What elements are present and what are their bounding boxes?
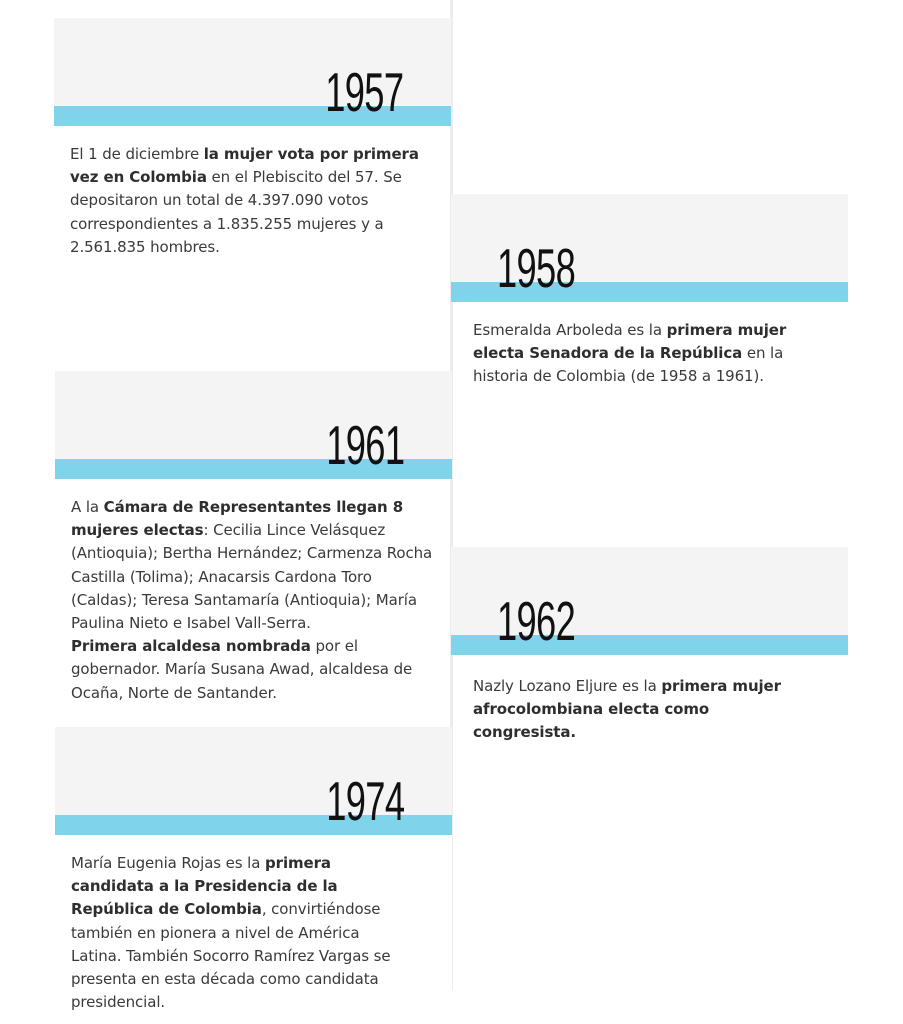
event-header: 1958 bbox=[451, 194, 848, 296]
text: Nazly Lozano Eljure es la bbox=[473, 677, 662, 695]
highlight: primera candidata a la Presidencia de la… bbox=[71, 854, 338, 919]
highlight: la mujer vota por primera vez en Colombi… bbox=[70, 145, 419, 187]
text: Esmeralda Arboleda es la bbox=[473, 321, 667, 339]
text: , convirtiéndose también en pionera a ni… bbox=[71, 900, 391, 1012]
timeline-event-1974: 1974 María Eugenia Rojas es la primera c… bbox=[55, 727, 452, 1015]
event-year: 1962 bbox=[497, 590, 576, 652]
event-year: 1958 bbox=[497, 237, 576, 299]
event-header: 1961 bbox=[55, 371, 452, 473]
timeline-event-1958: 1958 Esmeralda Arboleda es la primera mu… bbox=[451, 194, 848, 389]
accent-bar bbox=[451, 282, 848, 302]
accent-bar bbox=[55, 815, 452, 835]
event-header: 1962 bbox=[451, 547, 848, 649]
event-description: El 1 de diciembre la mujer vota por prim… bbox=[54, 126, 451, 259]
text: A la bbox=[71, 498, 104, 516]
event-description: Esmeralda Arboleda es la primera mujer e… bbox=[451, 302, 848, 389]
text: : Cecilia Lince Velásquez (Antioquia); B… bbox=[71, 521, 433, 633]
event-description: Nazly Lozano Eljure es la primera mujer … bbox=[451, 655, 848, 745]
event-header: 1957 bbox=[54, 18, 451, 120]
event-description: A la Cámara de Representantes llegan 8 m… bbox=[55, 479, 452, 705]
accent-bar bbox=[54, 106, 451, 126]
highlight: Primera alcaldesa nombrada bbox=[71, 637, 311, 656]
text: por el gobernador. María Susana Awad, al… bbox=[71, 637, 413, 702]
text: en el Plebiscito del 57. Se depositaron … bbox=[70, 168, 402, 256]
accent-bar bbox=[451, 635, 848, 655]
event-year: 1961 bbox=[325, 414, 405, 476]
highlight: primera mujer electa Senadora de la Repú… bbox=[473, 321, 787, 363]
text: El 1 de diciembre bbox=[70, 145, 204, 163]
text: María Eugenia Rojas es la bbox=[71, 854, 266, 872]
timeline-event-1961: 1961 A la Cámara de Representantes llega… bbox=[55, 371, 452, 705]
event-year: 1957 bbox=[324, 61, 404, 123]
timeline-event-1962: 1962 Nazly Lozano Eljure es la primera m… bbox=[451, 547, 848, 745]
highlight: primera mujer afrocolombiana electa como… bbox=[473, 677, 781, 742]
event-description: María Eugenia Rojas es la primera candid… bbox=[55, 835, 452, 1014]
text: en la historia de Colombia (de 1958 a 19… bbox=[473, 344, 784, 386]
highlight: Cámara de Representantes llegan 8 mujere… bbox=[71, 498, 404, 540]
event-year: 1974 bbox=[325, 770, 405, 832]
timeline-event-1957: 1957 El 1 de diciembre la mujer vota por… bbox=[54, 18, 451, 259]
event-header: 1974 bbox=[55, 727, 452, 829]
timeline-axis bbox=[450, 0, 453, 990]
accent-bar bbox=[55, 459, 452, 479]
